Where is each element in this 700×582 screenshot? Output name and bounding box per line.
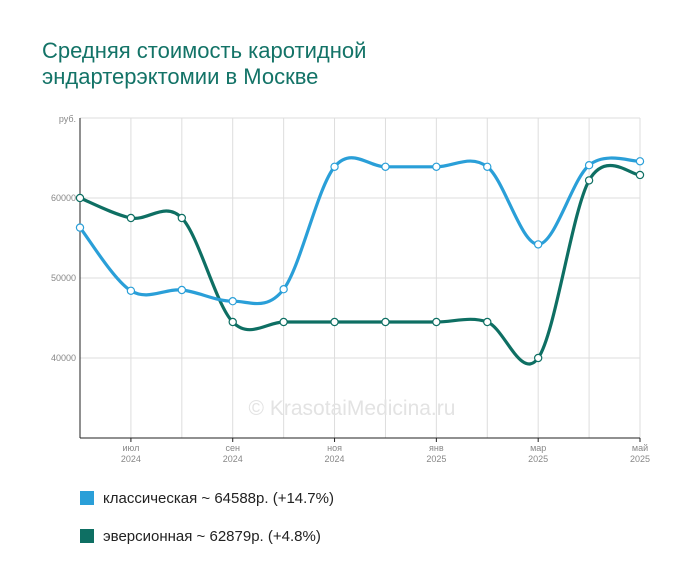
y-axis-unit-label: руб. [59, 114, 76, 124]
legend-swatch-eversion [80, 529, 94, 543]
x-tick-label-month: янв [429, 443, 444, 453]
series-line-eversion [78, 164, 642, 366]
y-tick-label: 60000 [51, 193, 76, 203]
x-tick-label-year: 2025 [528, 454, 548, 464]
watermark: © KrasotaiMedicina.ru [249, 397, 456, 420]
data-point-classic [126, 286, 136, 295]
x-tick-label-year: 2025 [630, 454, 650, 464]
data-point-eversion [432, 317, 441, 327]
x-tick-label-year: 2025 [426, 454, 446, 464]
data-point-classic [279, 285, 288, 294]
data-point-eversion [635, 170, 645, 180]
legend-item-classic[interactable]: классическая ~ 64588р. (+14.7%) [80, 488, 334, 508]
data-point-classic [483, 162, 492, 171]
legend-label-classic: классическая ~ 64588р. (+14.7%) [103, 489, 334, 507]
data-point-classic [177, 285, 187, 295]
line-chart: руб.600005000040000июл2024сен2024ноя2024… [51, 114, 650, 464]
x-tick-label-month: ноя [327, 443, 342, 453]
y-tick-label: 50000 [51, 273, 76, 283]
data-point-classic [75, 223, 85, 232]
data-point-eversion [126, 213, 136, 223]
x-tick-label-month: май [632, 443, 648, 453]
data-point-classic [330, 162, 339, 171]
chart-title-line-1: Средняя стоимость каротидной [42, 38, 367, 63]
x-tick-label-month: июл [122, 443, 139, 453]
data-point-eversion [533, 353, 543, 363]
legend: классическая ~ 64588р. (+14.7%) эверсион… [80, 488, 334, 564]
data-point-classic [533, 240, 543, 249]
data-point-classic [228, 297, 237, 306]
data-point-classic [635, 157, 645, 166]
data-point-eversion [381, 317, 390, 327]
data-point-eversion [279, 317, 288, 327]
data-point-eversion [584, 176, 594, 185]
x-tick-label-month: мар [530, 443, 546, 453]
series-line-classic [78, 156, 642, 306]
legend-swatch-classic [80, 491, 94, 505]
x-tick-label-month: сен [225, 443, 240, 453]
y-tick-label: 40000 [51, 353, 76, 363]
legend-label-eversion: эверсионная ~ 62879р. (+4.8%) [103, 527, 321, 545]
x-tick-label-year: 2024 [223, 454, 243, 464]
legend-item-eversion[interactable]: эверсионная ~ 62879р. (+4.8%) [80, 526, 334, 546]
x-tick-label-year: 2024 [121, 454, 141, 464]
data-point-eversion [177, 213, 187, 223]
data-point-classic [432, 162, 441, 171]
data-point-eversion [330, 317, 339, 327]
data-point-eversion [228, 317, 237, 327]
data-point-eversion [75, 193, 85, 203]
chart-title-line-2: эндартерэктомии в Москве [42, 64, 319, 89]
data-point-eversion [483, 317, 492, 327]
x-tick-label-year: 2024 [325, 454, 345, 464]
data-point-classic [584, 160, 594, 170]
data-point-classic [381, 162, 390, 171]
chart-title: Средняя стоимость каротидной эндартерэкт… [42, 38, 366, 90]
